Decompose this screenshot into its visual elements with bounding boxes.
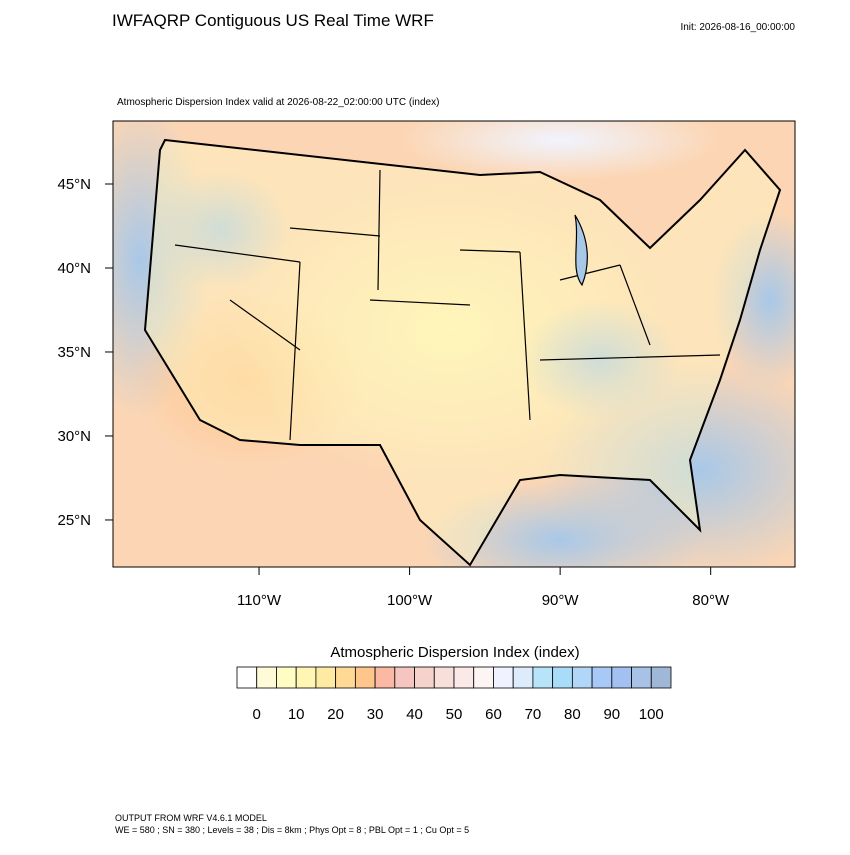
- colorbar-box: [552, 666, 573, 689]
- colorbar-box: [256, 666, 277, 689]
- colorbar-box: [354, 666, 376, 689]
- colorbar-box: [335, 666, 356, 689]
- title: IWFAQRP Contiguous US Real Time WRF: [112, 11, 434, 30]
- lon-tick-label: 80°W: [692, 592, 730, 609]
- lat-tick-label: 35°N: [57, 344, 91, 361]
- lake: [574, 214, 588, 287]
- colorbar-tick-label: 60: [485, 706, 502, 723]
- colorbar-tick-label: 30: [367, 706, 384, 723]
- colorbar-title: Atmospheric Dispersion Index (index): [330, 644, 579, 661]
- colorbar-box: [236, 666, 258, 689]
- colorbar-box: [453, 666, 475, 689]
- us-outline: [143, 138, 782, 567]
- colorbar-tick-label: 70: [525, 706, 542, 723]
- field-patch: [400, 121, 720, 180]
- colorbar-tick-label: 0: [253, 706, 261, 723]
- init-time: Init: 2026-08-16_00:00:00: [680, 22, 795, 33]
- field-patch: [520, 300, 680, 420]
- lon-tick-label: 110°W: [237, 592, 282, 609]
- map-frame: [112, 120, 796, 568]
- lon-tick-label: 90°W: [542, 592, 580, 609]
- colorbar-box: [493, 666, 514, 689]
- state-lines: [174, 169, 721, 441]
- colorbar-box: [591, 666, 613, 689]
- colorbar-box: [374, 666, 396, 689]
- colorbar-tick-label: 100: [639, 706, 664, 723]
- lon-tick-label: 100°W: [387, 592, 433, 609]
- colorbar-box: [650, 666, 672, 689]
- colorbar-box: [276, 666, 297, 689]
- colorbar-tick-label: 50: [446, 706, 463, 723]
- colorbar-box: [394, 666, 415, 689]
- lat-tick-label: 25°N: [57, 512, 91, 529]
- field-patch: [420, 480, 700, 567]
- map-field: [113, 121, 795, 567]
- colorbar-tick-label: 20: [327, 706, 344, 723]
- colorbar-box: [295, 666, 317, 689]
- colorbar-box: [532, 666, 554, 689]
- colorbar-tick-label: 90: [603, 706, 620, 723]
- lat-tick-label: 40°N: [57, 260, 91, 277]
- footer-line: OUTPUT FROM WRF V4.6.1 MODEL: [115, 813, 267, 823]
- colorbar-box: [571, 666, 593, 689]
- colorbar-box: [414, 666, 435, 689]
- lat-tick-label: 45°N: [57, 176, 91, 193]
- colorbar-box: [631, 666, 652, 689]
- colorbar-box: [433, 666, 455, 689]
- colorbar: 0 10 20 30 40 50 60 70 80 90 100: [236, 666, 672, 723]
- colorbar-box: [611, 666, 632, 689]
- map-subtitle: Atmospheric Dispersion Index valid at 20…: [117, 97, 439, 108]
- colorbar-box: [512, 666, 534, 689]
- colorbar-box: [315, 666, 337, 689]
- colorbar-tick-label: 10: [288, 706, 305, 723]
- colorbar-tick-label: 80: [564, 706, 581, 723]
- colorbar-tick-label: 40: [406, 706, 423, 723]
- colorbar-box: [473, 666, 494, 689]
- field-patch: [150, 170, 290, 290]
- footer-line: WE = 580 ; SN = 380 ; Levels = 38 ; Dis …: [115, 825, 469, 835]
- lat-tick-label: 30°N: [57, 428, 91, 445]
